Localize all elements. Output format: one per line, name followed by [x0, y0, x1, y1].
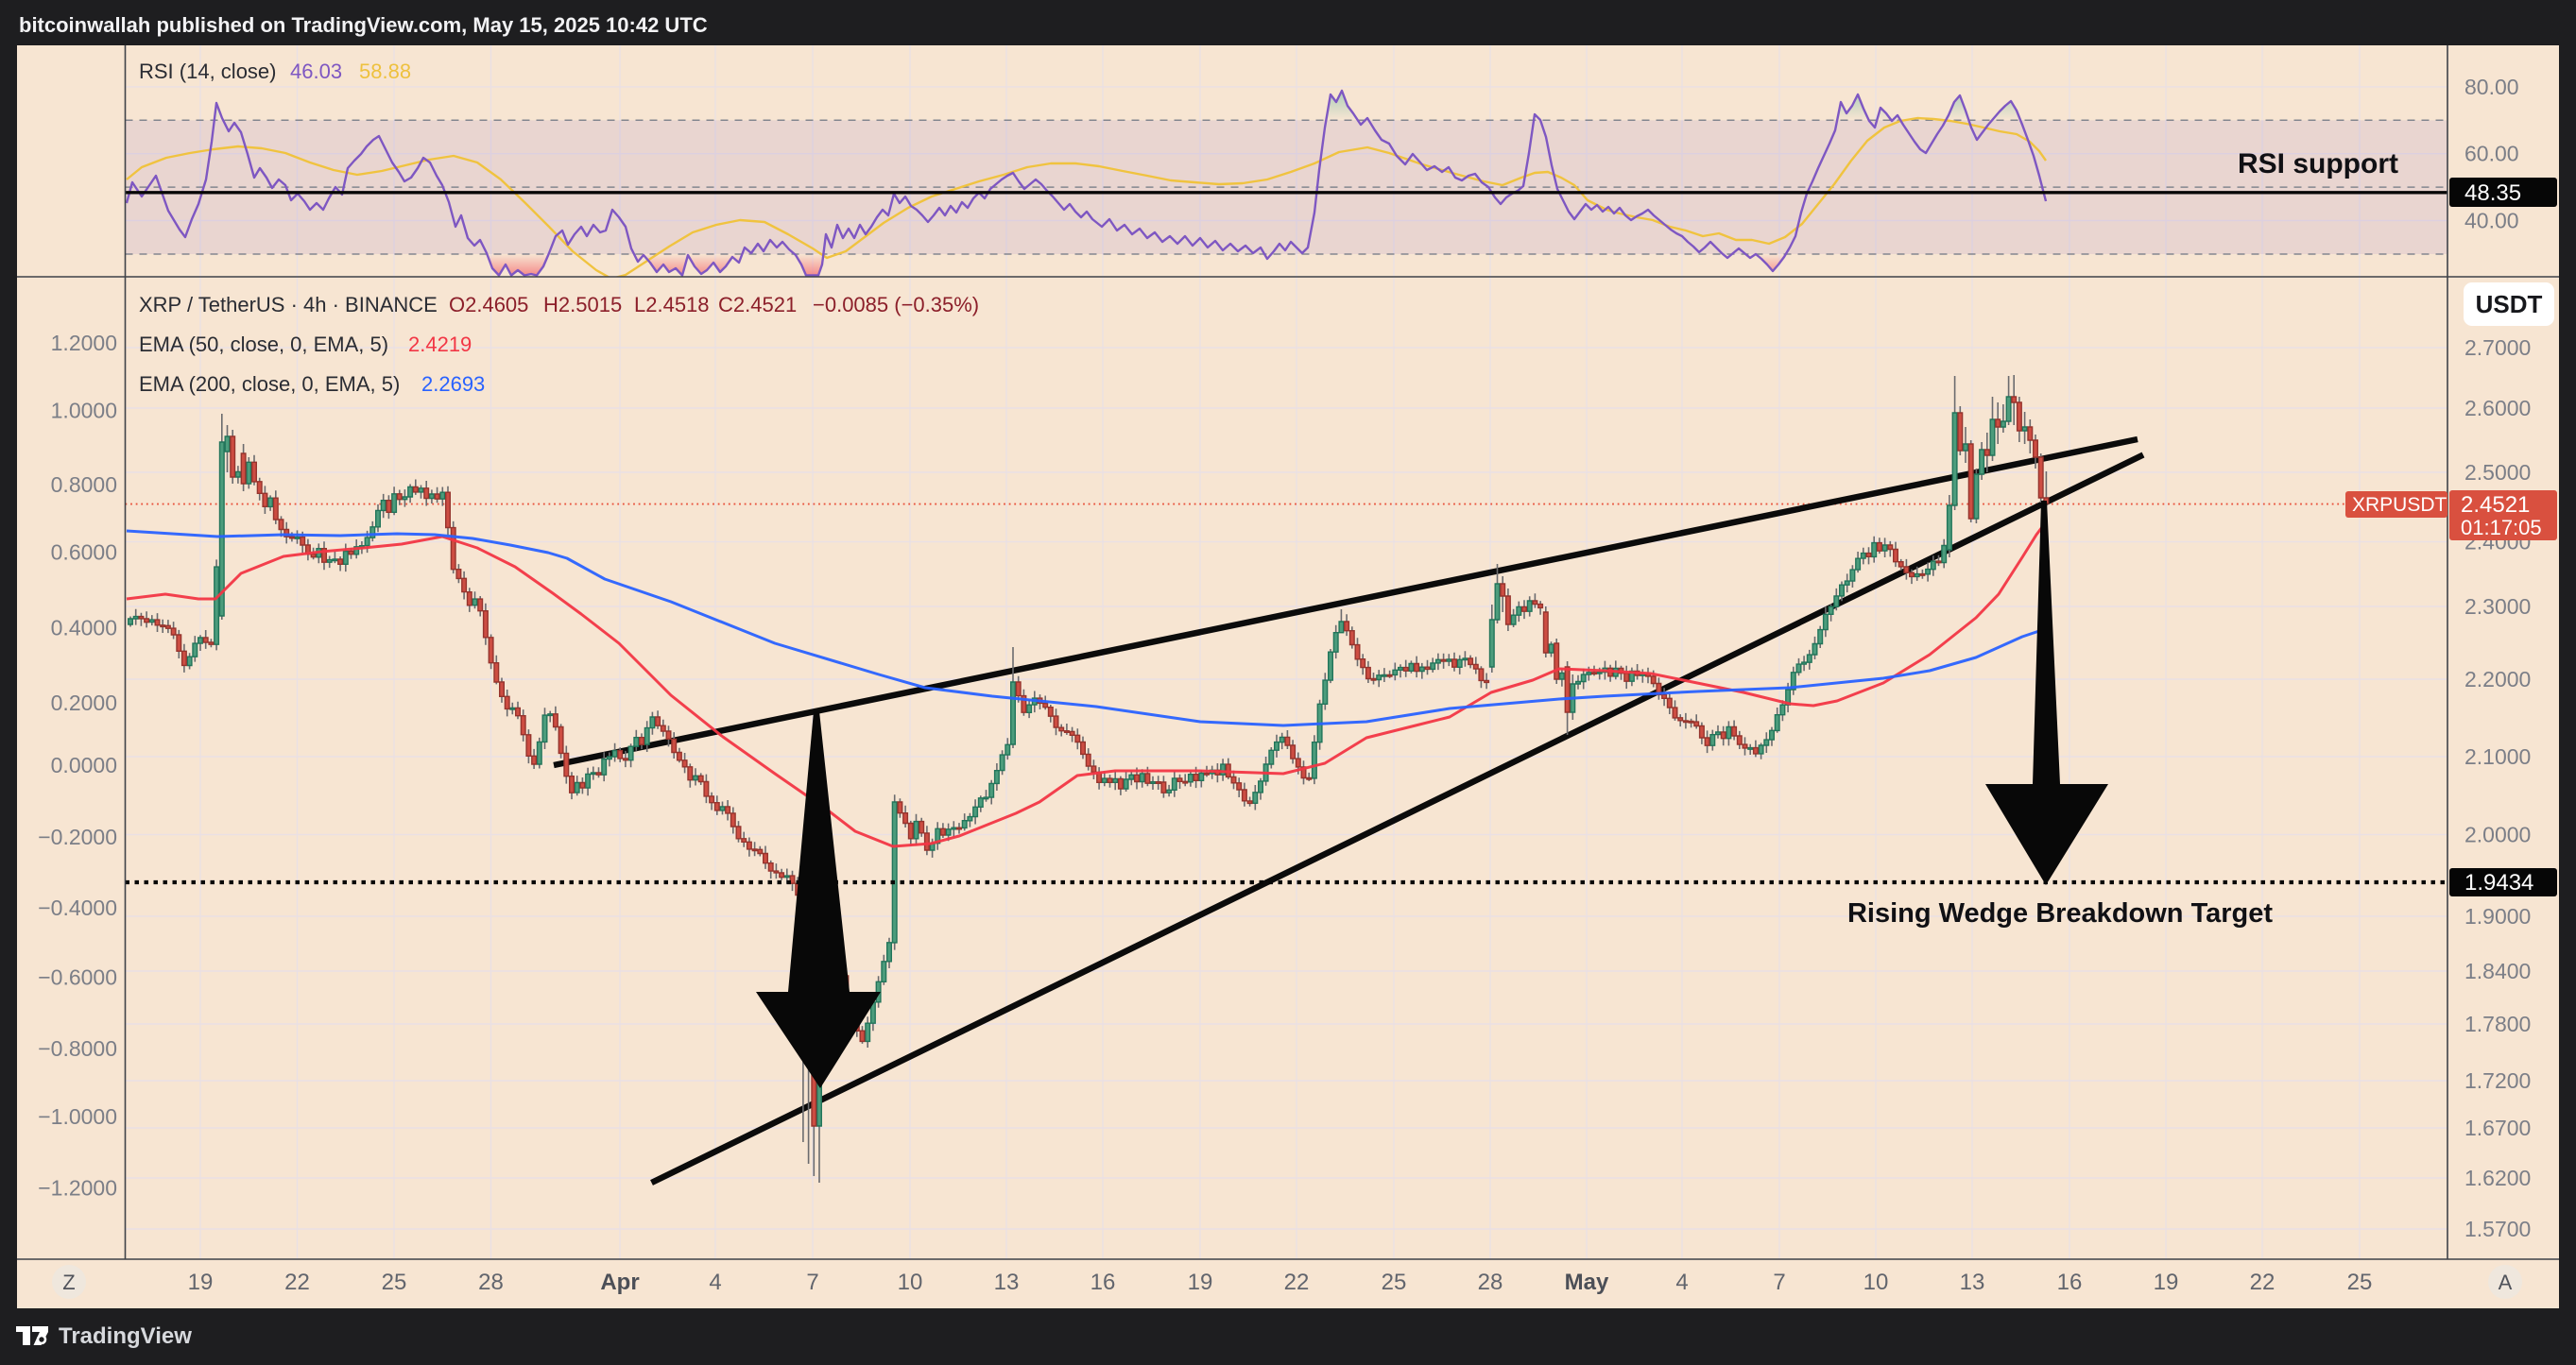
svg-text:28: 28 [1478, 1270, 1503, 1295]
svg-text:10: 10 [898, 1270, 923, 1295]
svg-text:2.7000: 2.7000 [2464, 335, 2531, 360]
svg-text:1.0000: 1.0000 [51, 399, 117, 423]
svg-text:0.8000: 0.8000 [51, 472, 117, 497]
svg-text:7: 7 [806, 1270, 818, 1295]
svg-text:2.3000: 2.3000 [2464, 594, 2531, 619]
svg-text:RSI support: RSI support [2238, 148, 2398, 179]
svg-text:0.6000: 0.6000 [51, 540, 117, 565]
svg-text:2.1000: 2.1000 [2464, 744, 2531, 769]
svg-text:1.7800: 1.7800 [2464, 1012, 2531, 1036]
svg-text:1.7200: 1.7200 [2464, 1068, 2531, 1093]
svg-text:19: 19 [188, 1270, 214, 1295]
svg-text:2.6000: 2.6000 [2464, 396, 2531, 420]
svg-text:19: 19 [1188, 1270, 1213, 1295]
svg-text:4: 4 [709, 1270, 721, 1295]
svg-text:Rising Wedge Breakdown Target: Rising Wedge Breakdown Target [1847, 898, 2273, 929]
svg-text:25: 25 [382, 1270, 407, 1295]
svg-text:22: 22 [2250, 1270, 2275, 1295]
svg-text:22: 22 [284, 1270, 310, 1295]
svg-text:Z: Z [62, 1271, 75, 1294]
svg-text:USDT: USDT [2476, 290, 2543, 318]
svg-text:1.6700: 1.6700 [2464, 1116, 2531, 1140]
svg-text:A: A [2499, 1271, 2513, 1294]
svg-text:0.4000: 0.4000 [51, 616, 117, 640]
svg-text:01:17:05: 01:17:05 [2461, 516, 2542, 539]
svg-text:80.00: 80.00 [2464, 75, 2519, 99]
svg-text:EMA (50, close, 0, EMA, 5)2.42: EMA (50, close, 0, EMA, 5) 2.4219 [139, 333, 472, 356]
svg-text:16: 16 [1091, 1270, 1116, 1295]
svg-text:−0.2000: −0.2000 [38, 825, 117, 849]
svg-text:28: 28 [478, 1270, 504, 1295]
svg-text:7: 7 [1773, 1270, 1785, 1295]
svg-text:13: 13 [1960, 1270, 1985, 1295]
svg-text:4: 4 [1675, 1270, 1688, 1295]
svg-text:May: May [1565, 1270, 1609, 1295]
svg-text:60.00: 60.00 [2464, 142, 2519, 166]
svg-text:1.9434: 1.9434 [2464, 870, 2533, 896]
svg-text:0.0000: 0.0000 [51, 753, 117, 777]
svg-text:1.2000: 1.2000 [51, 331, 117, 355]
svg-text:40.00: 40.00 [2464, 209, 2519, 233]
svg-text:−0.4000: −0.4000 [38, 896, 117, 920]
svg-text:16: 16 [2057, 1270, 2083, 1295]
svg-text:1.5700: 1.5700 [2464, 1217, 2531, 1241]
svg-text:2.5000: 2.5000 [2464, 460, 2531, 485]
svg-text:EMA (200, close, 0, EMA, 5)2.2: EMA (200, close, 0, EMA, 5) 2.2693 [139, 372, 485, 396]
svg-text:−1.2000: −1.2000 [38, 1176, 117, 1201]
svg-text:22: 22 [1284, 1270, 1310, 1295]
svg-text:25: 25 [2347, 1270, 2373, 1295]
svg-text:10: 10 [1863, 1270, 1889, 1295]
svg-text:19: 19 [2154, 1270, 2179, 1295]
svg-text:13: 13 [994, 1270, 1020, 1295]
svg-text:−0.6000: −0.6000 [38, 965, 117, 990]
svg-text:48.35: 48.35 [2464, 180, 2521, 206]
svg-text:2.0000: 2.0000 [2464, 823, 2531, 847]
svg-text:XRPUSDT: XRPUSDT [2352, 494, 2447, 516]
svg-text:1.9000: 1.9000 [2464, 904, 2531, 929]
svg-text:25: 25 [1382, 1270, 1407, 1295]
svg-text:−0.8000: −0.8000 [38, 1036, 117, 1061]
svg-text:−1.0000: −1.0000 [38, 1104, 117, 1129]
svg-text:2.2000: 2.2000 [2464, 667, 2531, 691]
svg-text:TradingView: TradingView [59, 1323, 192, 1349]
svg-text:2.4521: 2.4521 [2461, 492, 2530, 518]
svg-text:0.2000: 0.2000 [51, 691, 117, 715]
svg-text:1.8400: 1.8400 [2464, 959, 2531, 983]
svg-text:1.6200: 1.6200 [2464, 1166, 2531, 1190]
svg-text:bitcoinwallah published on Tra: bitcoinwallah published on TradingView.c… [19, 13, 708, 37]
svg-text:Apr: Apr [600, 1270, 639, 1295]
